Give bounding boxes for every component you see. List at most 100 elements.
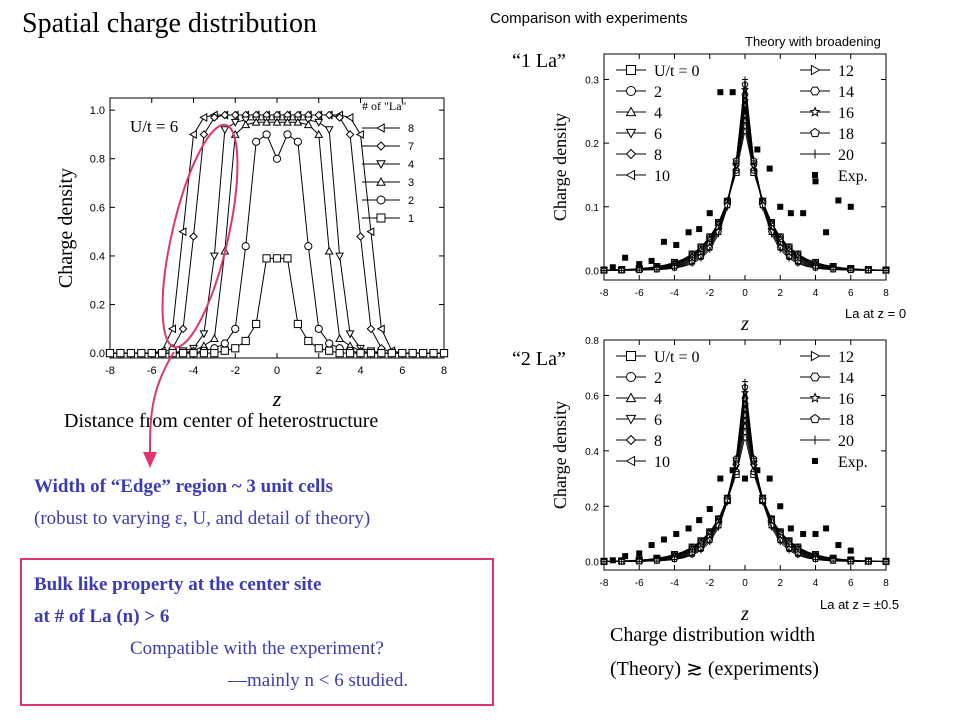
- data-point-4: [324, 126, 334, 135]
- exp-point: [729, 467, 736, 474]
- theory-point: [635, 265, 643, 274]
- x-tick-label: 8: [441, 365, 447, 377]
- theory-point: [653, 263, 661, 271]
- data-point-8: [428, 348, 437, 358]
- x-tick-label: 0: [274, 365, 280, 377]
- data-point-4: [105, 349, 115, 358]
- theory-point: [705, 528, 714, 536]
- exp-point: [800, 210, 807, 217]
- theory-point: [732, 166, 740, 174]
- theory-point: [635, 557, 644, 565]
- theory-point: [705, 236, 714, 244]
- theory-point: [653, 557, 661, 564]
- y-axis-label: Charge density: [550, 401, 570, 509]
- data-point-4: [418, 349, 428, 358]
- data-point-1: [116, 349, 125, 358]
- data-point-1: [335, 349, 344, 358]
- theory-point: [723, 196, 732, 204]
- theory-point: [618, 558, 625, 565]
- theory-point: [776, 233, 784, 241]
- y-tick-label: 0.1: [585, 203, 599, 214]
- theory-point: [670, 263, 679, 270]
- theory-point: [706, 536, 714, 544]
- theory-point: [732, 168, 740, 176]
- data-point-2: [231, 324, 240, 333]
- legend-marker: [810, 413, 820, 424]
- theory-point: [714, 220, 723, 229]
- legend-marker: [625, 455, 636, 467]
- theory-point: [599, 266, 609, 274]
- legend-label: 10: [654, 168, 670, 185]
- theory-point: [768, 222, 776, 231]
- theory-point: [741, 417, 749, 425]
- exp-point: [847, 203, 854, 210]
- legend-label: 14: [838, 370, 854, 387]
- label-1la: “1 La”: [512, 50, 566, 72]
- theory-point: [733, 157, 740, 164]
- theory-point: [635, 557, 643, 565]
- theory-point: [706, 233, 714, 241]
- theory-point: [794, 260, 801, 267]
- theory-point: [741, 395, 749, 402]
- exp-point: [660, 536, 667, 543]
- theory-point: [600, 558, 608, 565]
- theory-point: [600, 266, 608, 274]
- exp-point: [766, 165, 773, 172]
- theory-point: [829, 264, 838, 273]
- theory-point: [732, 160, 740, 169]
- theory-point: [829, 265, 837, 273]
- theory-point: [740, 101, 748, 109]
- y-tick-label: 0.0: [585, 266, 599, 277]
- theory-point: [741, 126, 749, 134]
- theory-point: [776, 534, 785, 543]
- legend-marker: [625, 128, 637, 139]
- theory-point: [600, 557, 608, 565]
- theory-point: [768, 524, 775, 531]
- data-point-1: [304, 336, 313, 346]
- theory-point: [697, 244, 705, 252]
- theory-point: [599, 557, 609, 566]
- theory-point: [829, 263, 837, 271]
- theory-point: [715, 222, 723, 231]
- theory-point: [864, 557, 873, 565]
- theory-point: [847, 265, 855, 274]
- y-axis-label: Charge density: [550, 113, 570, 221]
- theory-line: [603, 398, 887, 563]
- series-line-2: [110, 133, 444, 354]
- theory-point: [847, 265, 855, 273]
- data-point-1: [241, 336, 250, 346]
- theory-point: [723, 197, 732, 205]
- data-point-4: [147, 349, 157, 358]
- exp-point: [717, 475, 724, 482]
- theory-point: [794, 547, 802, 556]
- y-tick-label: 0.3: [585, 75, 599, 86]
- data-point-4: [199, 330, 209, 339]
- theory-point: [758, 199, 767, 208]
- theory-point: [812, 265, 819, 272]
- plot-frame: [603, 339, 887, 571]
- theory-point: [794, 258, 802, 266]
- theory-point: [741, 91, 749, 98]
- theory-line: [603, 94, 887, 271]
- theory-point: [882, 266, 890, 274]
- exp-point: [706, 506, 713, 513]
- theory-line: [603, 392, 887, 563]
- theory-point: [750, 461, 758, 469]
- exp-point: [706, 210, 713, 217]
- bulk-line-4: —mainly n < 6 studied.: [228, 670, 409, 691]
- data-point-8: [147, 348, 156, 358]
- theory-point: [785, 244, 793, 252]
- theory-point: [724, 499, 731, 506]
- theory-point: [785, 543, 793, 550]
- data-point-1: [158, 349, 167, 358]
- theory-point: [601, 557, 609, 566]
- exp-point: [648, 257, 655, 264]
- theory-point: [785, 247, 792, 256]
- theory-point: [670, 552, 679, 561]
- data-point-2: [377, 349, 386, 358]
- bulk-property-box: [20, 558, 494, 706]
- theory-point: [600, 266, 608, 274]
- data-point-8: [157, 346, 166, 356]
- x-tick-label: -2: [705, 578, 714, 589]
- theory-point: [653, 557, 660, 564]
